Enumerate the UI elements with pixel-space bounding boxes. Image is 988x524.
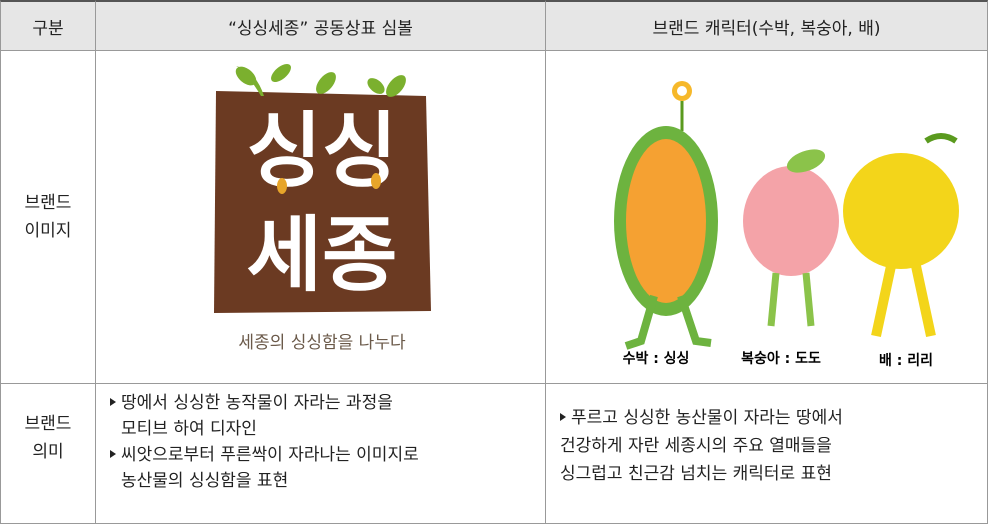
row-label: 브랜드 이미지 <box>0 51 96 384</box>
header-cell: 구분 <box>0 0 96 51</box>
meaning-line: 건강하게 자란 세종시의 주요 열매들을 <box>560 436 832 456</box>
label-line: 이미지 <box>24 221 72 241</box>
label-line: 브랜드 <box>24 193 72 213</box>
label-line: 의미 <box>32 442 64 462</box>
character-name: 배 : 리리 <box>879 353 933 369</box>
logo-soil <box>214 91 431 313</box>
meaning-line: 농산물의 싱싱함을 표현 <box>121 471 289 491</box>
header-text: 브랜드 캐릭터(수박, 복숭아, 배) <box>652 18 881 39</box>
meaning-line: 싱그럽고 친근감 넘치는 캐릭터로 표현 <box>560 464 832 484</box>
label-line: 브랜드 <box>24 414 72 434</box>
logo: 싱싱 세종 세종의 싱싱함을 나누다 <box>214 64 431 353</box>
character-name: 복숭아 : 도도 <box>741 350 821 367</box>
logo-line: 세종 <box>247 208 398 303</box>
characters: 수박 : 싱싱 복숭아 : 도도 배 : 리리 <box>614 81 959 369</box>
meaning-line: 모티브 하여 디자인 <box>121 419 257 439</box>
header-cell: 브랜드 캐릭터(수박, 복숭아, 배) <box>546 0 988 51</box>
header-text: “싱싱세종” 공동상표 심볼 <box>228 18 413 39</box>
meaning-line: 땅에서 싱싱한 농작물이 자라는 과정을 <box>121 393 393 413</box>
header-cell: “싱싱세종” 공동상표 심볼 <box>96 0 546 51</box>
header-text: 구분 <box>32 18 64 39</box>
character-name: 수박 : 싱싱 <box>623 350 690 367</box>
logo-slogan: 세종의 싱싱함을 나누다 <box>238 333 406 353</box>
meaning-line: 푸르고 싱싱한 농산물이 자라는 땅에서 <box>571 408 843 428</box>
meaning-line: 씨앗으로부터 푸른싹이 자라나는 이미지로 <box>121 445 419 465</box>
characters-cell: 수박 : 싱싱 복숭아 : 도도 배 : 리리 <box>546 51 988 384</box>
logo-cell: 싱싱 세종 세종의 싱싱함을 나누다 <box>96 51 546 384</box>
row-label: 브랜드 의미 <box>0 384 96 524</box>
